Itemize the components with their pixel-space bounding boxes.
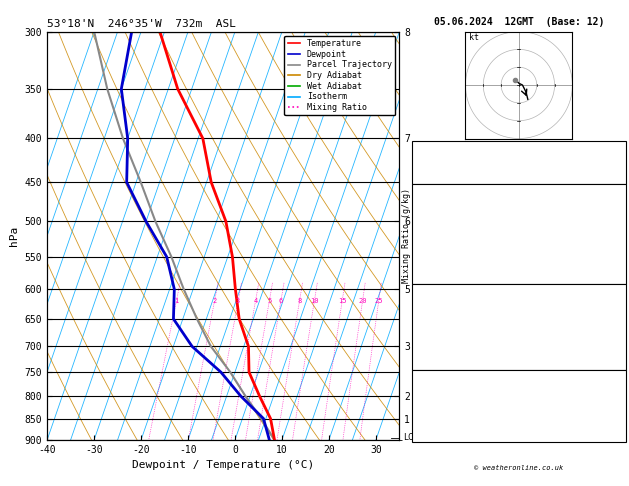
Text: 0: 0 [618, 258, 623, 266]
Text: 10: 10 [310, 298, 318, 304]
Text: Hodograph: Hodograph [496, 371, 542, 380]
Text: Most Unstable: Most Unstable [486, 285, 552, 294]
Text: 19: 19 [613, 430, 623, 438]
Text: 20: 20 [359, 298, 367, 304]
Text: 1.48: 1.48 [603, 172, 623, 180]
Text: 8: 8 [298, 298, 301, 304]
Text: 338°: 338° [603, 415, 623, 424]
Text: StmDir: StmDir [415, 415, 445, 424]
Text: 310: 310 [608, 315, 623, 324]
Text: CIN (J): CIN (J) [415, 272, 450, 281]
Text: 51: 51 [613, 157, 623, 166]
Text: 2: 2 [213, 298, 216, 304]
Text: θᵉ (K): θᵉ (K) [415, 315, 445, 324]
Text: LCL: LCL [404, 433, 418, 442]
Text: Surface: Surface [501, 184, 537, 193]
Text: 0: 0 [618, 272, 623, 281]
Text: kt: kt [469, 34, 479, 42]
Text: 24: 24 [613, 401, 623, 410]
Text: PW (cm): PW (cm) [415, 172, 450, 180]
Text: CIN (J): CIN (J) [415, 358, 450, 367]
Text: 53°18'N  246°35'W  732m  ASL: 53°18'N 246°35'W 732m ASL [47, 19, 236, 30]
Text: 0: 0 [618, 358, 623, 367]
Text: StmSpd (kt): StmSpd (kt) [415, 430, 470, 438]
Text: 0: 0 [618, 344, 623, 352]
Legend: Temperature, Dewpoint, Parcel Trajectory, Dry Adiabat, Wet Adiabat, Isotherm, Mi: Temperature, Dewpoint, Parcel Trajectory… [284, 36, 395, 115]
Text: Lifted Index: Lifted Index [415, 243, 475, 252]
Text: 5: 5 [267, 298, 271, 304]
Y-axis label: km
ASL: km ASL [415, 225, 433, 246]
X-axis label: Dewpoint / Temperature (°C): Dewpoint / Temperature (°C) [132, 460, 314, 470]
Text: CAPE (J): CAPE (J) [415, 344, 455, 352]
Text: 2: 2 [618, 329, 623, 338]
Text: 15: 15 [338, 298, 347, 304]
Text: Pressure (mb): Pressure (mb) [415, 300, 480, 310]
Text: CAPE (J): CAPE (J) [415, 258, 455, 266]
Text: 4: 4 [253, 298, 257, 304]
Text: K: K [415, 143, 420, 152]
Text: 3: 3 [236, 298, 240, 304]
Text: © weatheronline.co.uk: © weatheronline.co.uk [474, 466, 564, 471]
Text: 308: 308 [608, 229, 623, 238]
Text: 850: 850 [608, 300, 623, 310]
Text: Dewp (°C): Dewp (°C) [415, 214, 460, 224]
Y-axis label: hPa: hPa [9, 226, 19, 246]
Text: 05.06.2024  12GMT  (Base: 12): 05.06.2024 12GMT (Base: 12) [434, 17, 604, 27]
Text: Temp (°C): Temp (°C) [415, 200, 460, 209]
Text: 2: 2 [618, 243, 623, 252]
Text: 6: 6 [279, 298, 283, 304]
Text: 7.3: 7.3 [608, 214, 623, 224]
Text: 25: 25 [374, 298, 383, 304]
Text: -25: -25 [608, 386, 623, 396]
Text: Lifted Index: Lifted Index [415, 329, 475, 338]
Text: 8.4: 8.4 [608, 200, 623, 209]
Text: 25: 25 [613, 143, 623, 152]
Text: SREH: SREH [415, 401, 435, 410]
Text: Totals Totals: Totals Totals [415, 157, 480, 166]
Text: θᵉ(K): θᵉ(K) [415, 229, 440, 238]
Text: Mixing Ratio (g/kg): Mixing Ratio (g/kg) [403, 188, 411, 283]
Text: 1: 1 [174, 298, 179, 304]
Text: EH: EH [415, 386, 425, 396]
